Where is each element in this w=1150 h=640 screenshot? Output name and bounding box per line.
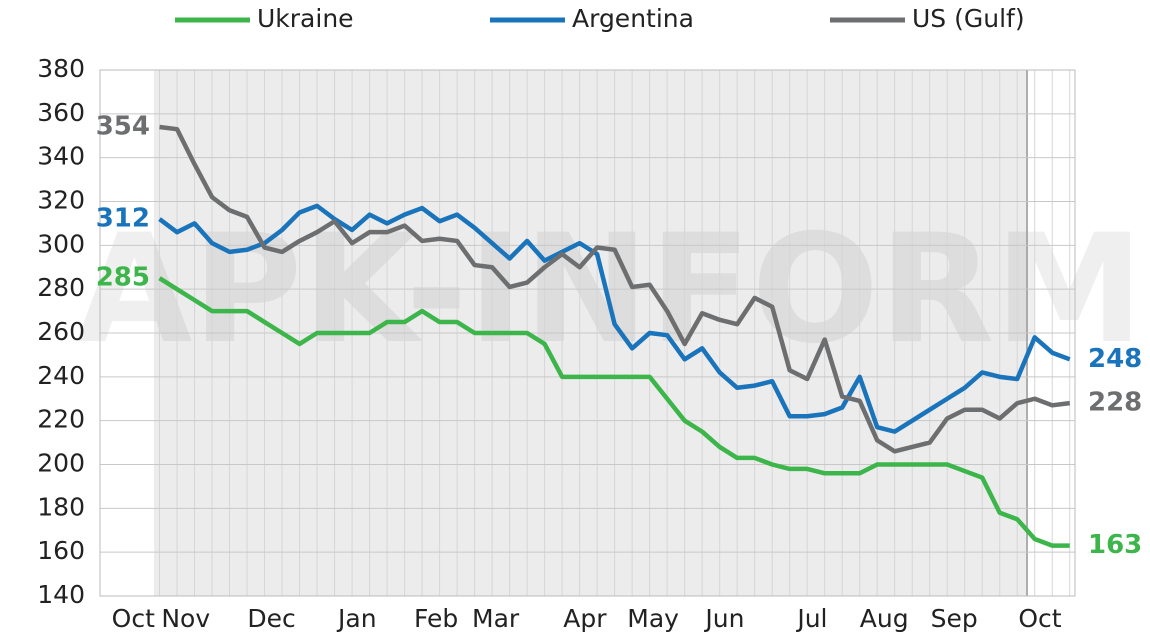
y-tick-label: 200: [37, 449, 85, 478]
x-tick-label: Apr: [563, 604, 607, 633]
y-tick-label: 160: [37, 536, 85, 565]
y-tick-label: 260: [37, 317, 85, 346]
x-tick-label: Jan: [336, 604, 377, 633]
series-line: [159, 124, 1071, 454]
x-tick-label: Aug: [860, 604, 909, 633]
y-tick-label: 220: [37, 405, 85, 434]
y-tick-label: 240: [37, 361, 85, 390]
legend-label: Ukraine: [257, 4, 354, 33]
y-tick-label: 180: [37, 492, 85, 521]
y-tick-label: 320: [37, 186, 85, 215]
y-tick-label: 380: [37, 54, 85, 83]
y-tick-label: 360: [37, 98, 85, 127]
legend-label: Argentina: [572, 4, 694, 33]
y-tick-label: 340: [37, 142, 85, 171]
legend-label: US (Gulf): [912, 4, 1025, 33]
x-tick-label: Mar: [472, 604, 520, 633]
x-tick-label: Feb: [414, 604, 458, 633]
y-tick-label: 300: [37, 229, 85, 258]
start-label: 354: [96, 111, 150, 141]
watermark: APK-INFORM: [76, 203, 1144, 377]
x-tick-label: May: [627, 604, 679, 633]
x-tick-label: Oct: [1018, 604, 1061, 633]
x-tick-label: Jul: [795, 604, 827, 633]
end-label: 248: [1088, 344, 1142, 374]
y-tick-label: 140: [37, 580, 85, 609]
plot-frame: [99, 69, 1076, 597]
end-label: 228: [1088, 388, 1142, 418]
start-label: 312: [96, 204, 150, 234]
series-line: [158, 203, 1071, 434]
series-line: [158, 276, 1070, 548]
x-tick-label: Oct: [112, 604, 155, 633]
y-tick-label: 280: [37, 273, 85, 302]
end-label: 163: [1088, 530, 1142, 560]
x-tick-label: Jun: [703, 604, 744, 633]
start-label: 285: [96, 263, 150, 293]
x-tick-label: Nov: [161, 604, 210, 633]
x-tick-label: Sep: [931, 604, 978, 633]
x-tick-label: Dec: [247, 604, 295, 633]
